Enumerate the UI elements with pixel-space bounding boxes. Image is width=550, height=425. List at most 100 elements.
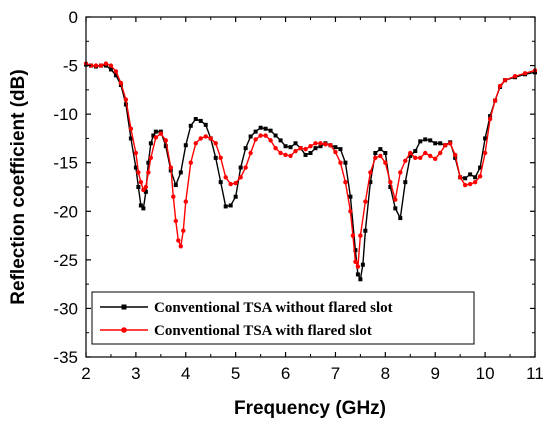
series-2-point [482, 150, 488, 156]
y-tick-label: -10 [53, 105, 78, 124]
series-2-point [278, 150, 283, 156]
series-2-point [258, 133, 263, 138]
series-2-point [128, 126, 134, 131]
series-2-point [153, 135, 159, 140]
axes-layer: 2 3 4 5 6 7 8 9 10 11 0 -5 -10 -15 -20 -25 -30 -35 [53, 8, 543, 383]
series-2-point [168, 165, 174, 170]
series-2-point [198, 136, 203, 141]
series-1-point [273, 133, 278, 138]
x-tick-label: 6 [281, 364, 290, 383]
series-1-point [383, 151, 388, 155]
series-2-point [423, 150, 428, 156]
series-1-point [133, 165, 138, 170]
series-2-point [136, 170, 141, 175]
series-2-point [158, 131, 164, 136]
series-1-point [478, 165, 483, 170]
series-2-point [178, 244, 183, 249]
series-2-point [472, 179, 478, 185]
series-2-point [163, 138, 169, 143]
series-2-point [487, 116, 493, 122]
series-1-point [288, 145, 293, 150]
series-2-point [218, 155, 223, 161]
series-2-point [350, 233, 356, 238]
series-2-point [328, 143, 333, 148]
series-2-point [213, 141, 218, 146]
series-2-point [248, 150, 253, 156]
series-1-point [213, 155, 218, 160]
series-2-point [383, 160, 388, 165]
series-2-point [253, 137, 258, 142]
series-2-point [208, 136, 213, 141]
y-tick-label: -35 [53, 348, 78, 367]
x-tick-label: 10 [476, 364, 495, 383]
series-2-point [263, 133, 268, 138]
series-1-point [438, 141, 443, 146]
series-1-point [398, 216, 403, 221]
y-axis-title: Reflection coefficient (dB) [8, 69, 29, 304]
series-1-point [223, 204, 228, 209]
series-1-point [183, 143, 188, 148]
series-1-point [218, 180, 223, 185]
series-1-point [368, 180, 373, 185]
series-1-point [408, 153, 413, 158]
series-1-point [263, 126, 268, 131]
series-1-point [373, 151, 378, 155]
series-2-point [492, 98, 498, 103]
legend-marker-square [121, 304, 127, 310]
series-2-point [348, 209, 353, 214]
series-1-point [113, 73, 118, 78]
series-1-point [428, 138, 433, 143]
x-tick-label: 11 [526, 364, 544, 383]
series-2-point [303, 146, 308, 152]
y-tick-label: -25 [53, 251, 78, 270]
legend: Conventional TSA without flared slot Con… [91, 291, 475, 345]
series-2 [83, 61, 538, 269]
series-2-point [141, 187, 146, 193]
series-1-point [233, 194, 238, 199]
series-2-point [358, 233, 363, 238]
y-tick-label: -15 [53, 154, 78, 173]
series-2-point [457, 175, 463, 180]
x-tick-label: 7 [331, 364, 340, 383]
series-1-point [313, 146, 318, 151]
series-2-point [173, 218, 178, 224]
series-1-point [278, 138, 283, 143]
series-2-point [288, 153, 293, 159]
series-2-point [171, 194, 176, 199]
series-2-point [522, 71, 528, 76]
series-2-point [268, 138, 273, 143]
series-2-point [298, 145, 303, 151]
series-1-point [318, 144, 323, 149]
series-2-point [308, 144, 313, 149]
series-1-point [433, 141, 438, 146]
series-2-point [133, 150, 139, 156]
series-1-point [338, 147, 343, 152]
series-1-point [173, 183, 178, 188]
series-2-point [113, 69, 119, 74]
series-1-point [355, 272, 360, 277]
series-2-point [452, 152, 458, 158]
series-2-point [398, 170, 403, 175]
series-1-point [360, 262, 365, 267]
x-axis-title: Frequency (GHz) [234, 398, 386, 419]
series-1-point [463, 176, 468, 181]
series-1-point [293, 141, 298, 146]
series-1-point [228, 203, 233, 208]
series-2-point [438, 150, 443, 156]
series-2-point [243, 165, 248, 170]
series-2-point [497, 83, 503, 89]
series-2-point [93, 63, 99, 68]
series-2-point [238, 175, 243, 180]
series-2-point [393, 197, 398, 202]
series-1-point [378, 147, 383, 152]
series-2-point [318, 141, 323, 146]
series-2-point [176, 238, 181, 243]
series-1-point [238, 165, 243, 170]
series-1-point [283, 144, 288, 149]
series-1-point [243, 146, 248, 151]
series-1-point [148, 141, 153, 146]
series-1-point [363, 228, 368, 233]
y-tick-label: -20 [53, 202, 78, 221]
series-2-point [338, 160, 343, 165]
